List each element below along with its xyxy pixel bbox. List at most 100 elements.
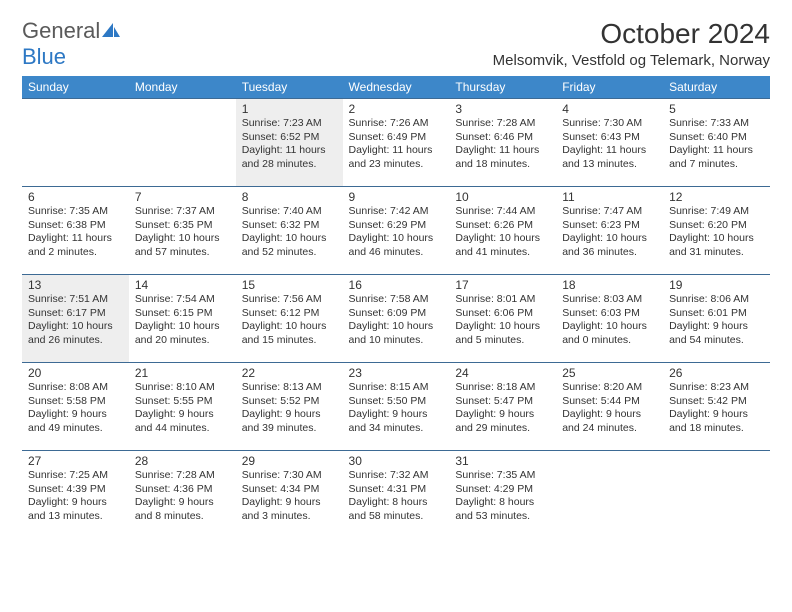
daylight-line: Daylight: 9 hours and 44 minutes. <box>135 408 230 435</box>
sunset-line: Sunset: 5:50 PM <box>349 395 444 409</box>
daylight-line: Daylight: 10 hours and 52 minutes. <box>242 232 337 259</box>
daylight-line: Daylight: 9 hours and 29 minutes. <box>455 408 550 435</box>
sunset-line: Sunset: 6:23 PM <box>562 219 657 233</box>
logo-sail-icon <box>101 25 121 42</box>
day-header: Wednesday <box>343 76 450 99</box>
calendar-day-cell: 13Sunrise: 7:51 AMSunset: 6:17 PMDayligh… <box>22 275 129 363</box>
sunset-line: Sunset: 4:36 PM <box>135 483 230 497</box>
calendar-week-row: 20Sunrise: 8:08 AMSunset: 5:58 PMDayligh… <box>22 363 770 451</box>
calendar-day-cell: 16Sunrise: 7:58 AMSunset: 6:09 PMDayligh… <box>343 275 450 363</box>
calendar-day-cell: 10Sunrise: 7:44 AMSunset: 6:26 PMDayligh… <box>449 187 556 275</box>
calendar-day-cell: 19Sunrise: 8:06 AMSunset: 6:01 PMDayligh… <box>663 275 770 363</box>
calendar-week-row: 6Sunrise: 7:35 AMSunset: 6:38 PMDaylight… <box>22 187 770 275</box>
calendar-day-cell: 22Sunrise: 8:13 AMSunset: 5:52 PMDayligh… <box>236 363 343 451</box>
day-number: 19 <box>669 278 764 292</box>
calendar-day-cell: 25Sunrise: 8:20 AMSunset: 5:44 PMDayligh… <box>556 363 663 451</box>
sunrise-line: Sunrise: 7:51 AM <box>28 293 123 307</box>
day-number: 5 <box>669 102 764 116</box>
daylight-line: Daylight: 10 hours and 5 minutes. <box>455 320 550 347</box>
sunset-line: Sunset: 6:15 PM <box>135 307 230 321</box>
sunset-line: Sunset: 5:42 PM <box>669 395 764 409</box>
daylight-line: Daylight: 9 hours and 24 minutes. <box>562 408 657 435</box>
day-number: 18 <box>562 278 657 292</box>
location-subtitle: Melsomvik, Vestfold og Telemark, Norway <box>493 52 770 69</box>
sunrise-line: Sunrise: 8:18 AM <box>455 381 550 395</box>
calendar-day-cell: 27Sunrise: 7:25 AMSunset: 4:39 PMDayligh… <box>22 451 129 539</box>
daylight-line: Daylight: 11 hours and 28 minutes. <box>242 144 337 171</box>
sunrise-line: Sunrise: 7:35 AM <box>28 205 123 219</box>
sunrise-line: Sunrise: 7:26 AM <box>349 117 444 131</box>
calendar-day-cell: 29Sunrise: 7:30 AMSunset: 4:34 PMDayligh… <box>236 451 343 539</box>
sunrise-line: Sunrise: 7:32 AM <box>349 469 444 483</box>
day-number: 16 <box>349 278 444 292</box>
day-number: 23 <box>349 366 444 380</box>
sunset-line: Sunset: 6:35 PM <box>135 219 230 233</box>
day-number: 13 <box>28 278 123 292</box>
day-number: 25 <box>562 366 657 380</box>
sunrise-line: Sunrise: 7:47 AM <box>562 205 657 219</box>
logo-word-2: Blue <box>22 44 66 69</box>
title-block: October 2024 Melsomvik, Vestfold og Tele… <box>493 18 770 69</box>
daylight-line: Daylight: 10 hours and 0 minutes. <box>562 320 657 347</box>
calendar-day-cell: 31Sunrise: 7:35 AMSunset: 4:29 PMDayligh… <box>449 451 556 539</box>
day-number: 14 <box>135 278 230 292</box>
daylight-line: Daylight: 10 hours and 15 minutes. <box>242 320 337 347</box>
sunrise-line: Sunrise: 8:01 AM <box>455 293 550 307</box>
sunset-line: Sunset: 5:47 PM <box>455 395 550 409</box>
calendar-day-cell <box>556 451 663 539</box>
calendar-day-cell: 30Sunrise: 7:32 AMSunset: 4:31 PMDayligh… <box>343 451 450 539</box>
sunset-line: Sunset: 4:31 PM <box>349 483 444 497</box>
day-number: 26 <box>669 366 764 380</box>
calendar-day-cell: 21Sunrise: 8:10 AMSunset: 5:55 PMDayligh… <box>129 363 236 451</box>
daylight-line: Daylight: 8 hours and 53 minutes. <box>455 496 550 523</box>
sunrise-line: Sunrise: 7:37 AM <box>135 205 230 219</box>
day-number: 8 <box>242 190 337 204</box>
day-header: Tuesday <box>236 76 343 99</box>
sunset-line: Sunset: 6:52 PM <box>242 131 337 145</box>
sunrise-line: Sunrise: 7:58 AM <box>349 293 444 307</box>
day-number: 29 <box>242 454 337 468</box>
sunrise-line: Sunrise: 7:35 AM <box>455 469 550 483</box>
sunset-line: Sunset: 4:39 PM <box>28 483 123 497</box>
sunset-line: Sunset: 6:03 PM <box>562 307 657 321</box>
day-number: 7 <box>135 190 230 204</box>
daylight-line: Daylight: 11 hours and 2 minutes. <box>28 232 123 259</box>
calendar-day-cell <box>129 99 236 187</box>
daylight-line: Daylight: 10 hours and 20 minutes. <box>135 320 230 347</box>
sunrise-line: Sunrise: 8:10 AM <box>135 381 230 395</box>
daylight-line: Daylight: 9 hours and 49 minutes. <box>28 408 123 435</box>
calendar-day-cell: 5Sunrise: 7:33 AMSunset: 6:40 PMDaylight… <box>663 99 770 187</box>
calendar-day-cell: 6Sunrise: 7:35 AMSunset: 6:38 PMDaylight… <box>22 187 129 275</box>
calendar-day-cell: 14Sunrise: 7:54 AMSunset: 6:15 PMDayligh… <box>129 275 236 363</box>
month-title: October 2024 <box>493 18 770 50</box>
day-number: 4 <box>562 102 657 116</box>
sunrise-line: Sunrise: 8:23 AM <box>669 381 764 395</box>
day-number: 21 <box>135 366 230 380</box>
day-number: 3 <box>455 102 550 116</box>
calendar-table: SundayMondayTuesdayWednesdayThursdayFrid… <box>22 76 770 539</box>
logo-word-1: General <box>22 18 100 43</box>
day-number: 11 <box>562 190 657 204</box>
sunset-line: Sunset: 6:17 PM <box>28 307 123 321</box>
daylight-line: Daylight: 9 hours and 18 minutes. <box>669 408 764 435</box>
day-header: Saturday <box>663 76 770 99</box>
calendar-day-cell: 4Sunrise: 7:30 AMSunset: 6:43 PMDaylight… <box>556 99 663 187</box>
day-number: 12 <box>669 190 764 204</box>
day-header: Monday <box>129 76 236 99</box>
logo: General Blue <box>22 18 121 70</box>
sunrise-line: Sunrise: 7:30 AM <box>562 117 657 131</box>
day-number: 17 <box>455 278 550 292</box>
calendar-day-cell: 26Sunrise: 8:23 AMSunset: 5:42 PMDayligh… <box>663 363 770 451</box>
daylight-line: Daylight: 10 hours and 41 minutes. <box>455 232 550 259</box>
day-number: 10 <box>455 190 550 204</box>
sunrise-line: Sunrise: 7:42 AM <box>349 205 444 219</box>
calendar-week-row: 27Sunrise: 7:25 AMSunset: 4:39 PMDayligh… <box>22 451 770 539</box>
sunset-line: Sunset: 6:12 PM <box>242 307 337 321</box>
sunset-line: Sunset: 6:38 PM <box>28 219 123 233</box>
calendar-day-cell: 18Sunrise: 8:03 AMSunset: 6:03 PMDayligh… <box>556 275 663 363</box>
sunset-line: Sunset: 6:40 PM <box>669 131 764 145</box>
calendar-week-row: 13Sunrise: 7:51 AMSunset: 6:17 PM Dayligh… <box>22 275 770 363</box>
sunset-line: Sunset: 5:52 PM <box>242 395 337 409</box>
daylight-line: Daylight: 11 hours and 13 minutes. <box>562 144 657 171</box>
sunset-line: Sunset: 6:09 PM <box>349 307 444 321</box>
